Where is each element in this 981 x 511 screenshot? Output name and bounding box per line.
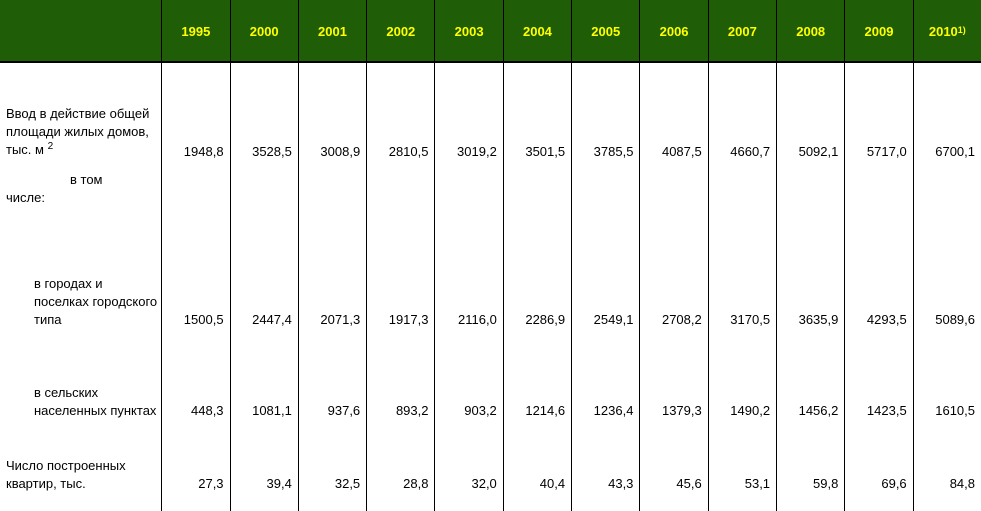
value-cell: 448,3 <box>161 332 231 423</box>
row-label: в городах и поселках городского типа <box>0 249 163 332</box>
footnote-marker: 1) <box>957 24 966 35</box>
year-header-2010: 20101) <box>912 0 981 63</box>
value-cell: 5092,1 <box>776 62 846 163</box>
value-cell: 2286,9 <box>502 249 573 332</box>
year-header: 2003 <box>434 0 504 63</box>
value-cell: 5717,0 <box>844 62 914 163</box>
value-cell: 28,8 <box>366 423 436 511</box>
value-cell: 2708,2 <box>639 249 709 332</box>
table-row-rural: в сельских населенных пунктах 448,3 1081… <box>0 332 981 423</box>
value-cell: 2447,4 <box>229 249 299 332</box>
value-cell: 893,2 <box>366 332 436 423</box>
value-cell: 32,5 <box>297 423 368 511</box>
row-label-text: Ввод в действие общей площади жилых домо… <box>6 106 150 157</box>
value-cell: 59,8 <box>776 423 846 511</box>
value-cell: 2549,1 <box>571 249 641 332</box>
value-cell: 39,4 <box>229 423 299 511</box>
value-cell: 1490,2 <box>707 332 778 423</box>
year-header: 2008 <box>776 0 846 63</box>
year-label: 2010 <box>928 23 958 39</box>
value-cell: 4087,5 <box>639 62 709 163</box>
year-header: 2001 <box>297 0 368 63</box>
value-cell: 903,2 <box>434 332 504 423</box>
value-cell: 1423,5 <box>844 332 914 423</box>
header-row: 1995 2000 2001 2002 2003 2004 2005 2006 … <box>0 0 981 63</box>
empty-cell <box>844 163 914 249</box>
header-corner-cell <box>0 0 163 63</box>
value-cell: 3170,5 <box>707 249 778 332</box>
empty-cell <box>161 163 231 249</box>
row-label: в том числе: <box>0 163 163 249</box>
row-label: Ввод в действие общей площади жилых домо… <box>0 62 163 163</box>
value-cell: 3785,5 <box>571 62 641 163</box>
empty-cell <box>776 163 846 249</box>
value-cell: 1081,1 <box>229 332 299 423</box>
empty-cell <box>639 163 709 249</box>
value-cell: 40,4 <box>502 423 573 511</box>
year-header: 2004 <box>502 0 573 63</box>
value-cell: 3501,5 <box>502 62 573 163</box>
value-cell: 4293,5 <box>844 249 914 332</box>
table-row-total-area: Ввод в действие общей площади жилых домо… <box>0 62 981 163</box>
value-cell: 2071,3 <box>297 249 368 332</box>
year-header: 1995 <box>161 0 231 63</box>
empty-cell <box>434 163 504 249</box>
row-label-part1: в том <box>70 172 103 187</box>
empty-cell <box>707 163 778 249</box>
year-header: 2000 <box>229 0 299 63</box>
value-cell: 1214,6 <box>502 332 573 423</box>
value-cell: 84,8 <box>912 423 981 511</box>
value-cell: 2810,5 <box>366 62 436 163</box>
year-header: 2006 <box>639 0 709 63</box>
value-cell: 937,6 <box>297 332 368 423</box>
year-header: 2009 <box>844 0 914 63</box>
row-label: Число построенных квартир, тыс. <box>0 423 163 511</box>
value-cell: 1948,8 <box>161 62 231 163</box>
year-header: 2005 <box>571 0 641 63</box>
unit-superscript: 2 <box>47 141 54 152</box>
empty-cell <box>366 163 436 249</box>
value-cell: 69,6 <box>844 423 914 511</box>
value-cell: 2116,0 <box>434 249 504 332</box>
year-header: 2007 <box>707 0 778 63</box>
value-cell: 1917,3 <box>366 249 436 332</box>
empty-cell <box>571 163 641 249</box>
value-cell: 27,3 <box>161 423 231 511</box>
value-cell: 1500,5 <box>161 249 231 332</box>
value-cell: 3008,9 <box>297 62 368 163</box>
year-header: 2002 <box>366 0 436 63</box>
value-cell: 45,6 <box>639 423 709 511</box>
value-cell: 1236,4 <box>571 332 641 423</box>
empty-cell <box>297 163 368 249</box>
empty-cell <box>229 163 299 249</box>
value-cell: 3635,9 <box>776 249 846 332</box>
value-cell: 53,1 <box>707 423 778 511</box>
row-label-part2: числе: <box>6 190 45 205</box>
value-cell: 43,3 <box>571 423 641 511</box>
table-row-urban: в городах и поселках городского типа 150… <box>0 249 981 332</box>
table-row-including: в том числе: <box>0 163 981 249</box>
value-cell: 1379,3 <box>639 332 709 423</box>
table-row-apartments: Число построенных квартир, тыс. 27,3 39,… <box>0 423 981 511</box>
empty-cell <box>502 163 573 249</box>
value-cell: 1610,5 <box>912 332 981 423</box>
value-cell: 6700,1 <box>912 62 981 163</box>
value-cell: 3528,5 <box>229 62 299 163</box>
empty-cell <box>912 163 981 249</box>
value-cell: 32,0 <box>434 423 504 511</box>
row-label: в сельских населенных пунктах <box>0 332 163 423</box>
value-cell: 4660,7 <box>707 62 778 163</box>
value-cell: 3019,2 <box>434 62 504 163</box>
value-cell: 1456,2 <box>776 332 846 423</box>
value-cell: 5089,6 <box>912 249 981 332</box>
